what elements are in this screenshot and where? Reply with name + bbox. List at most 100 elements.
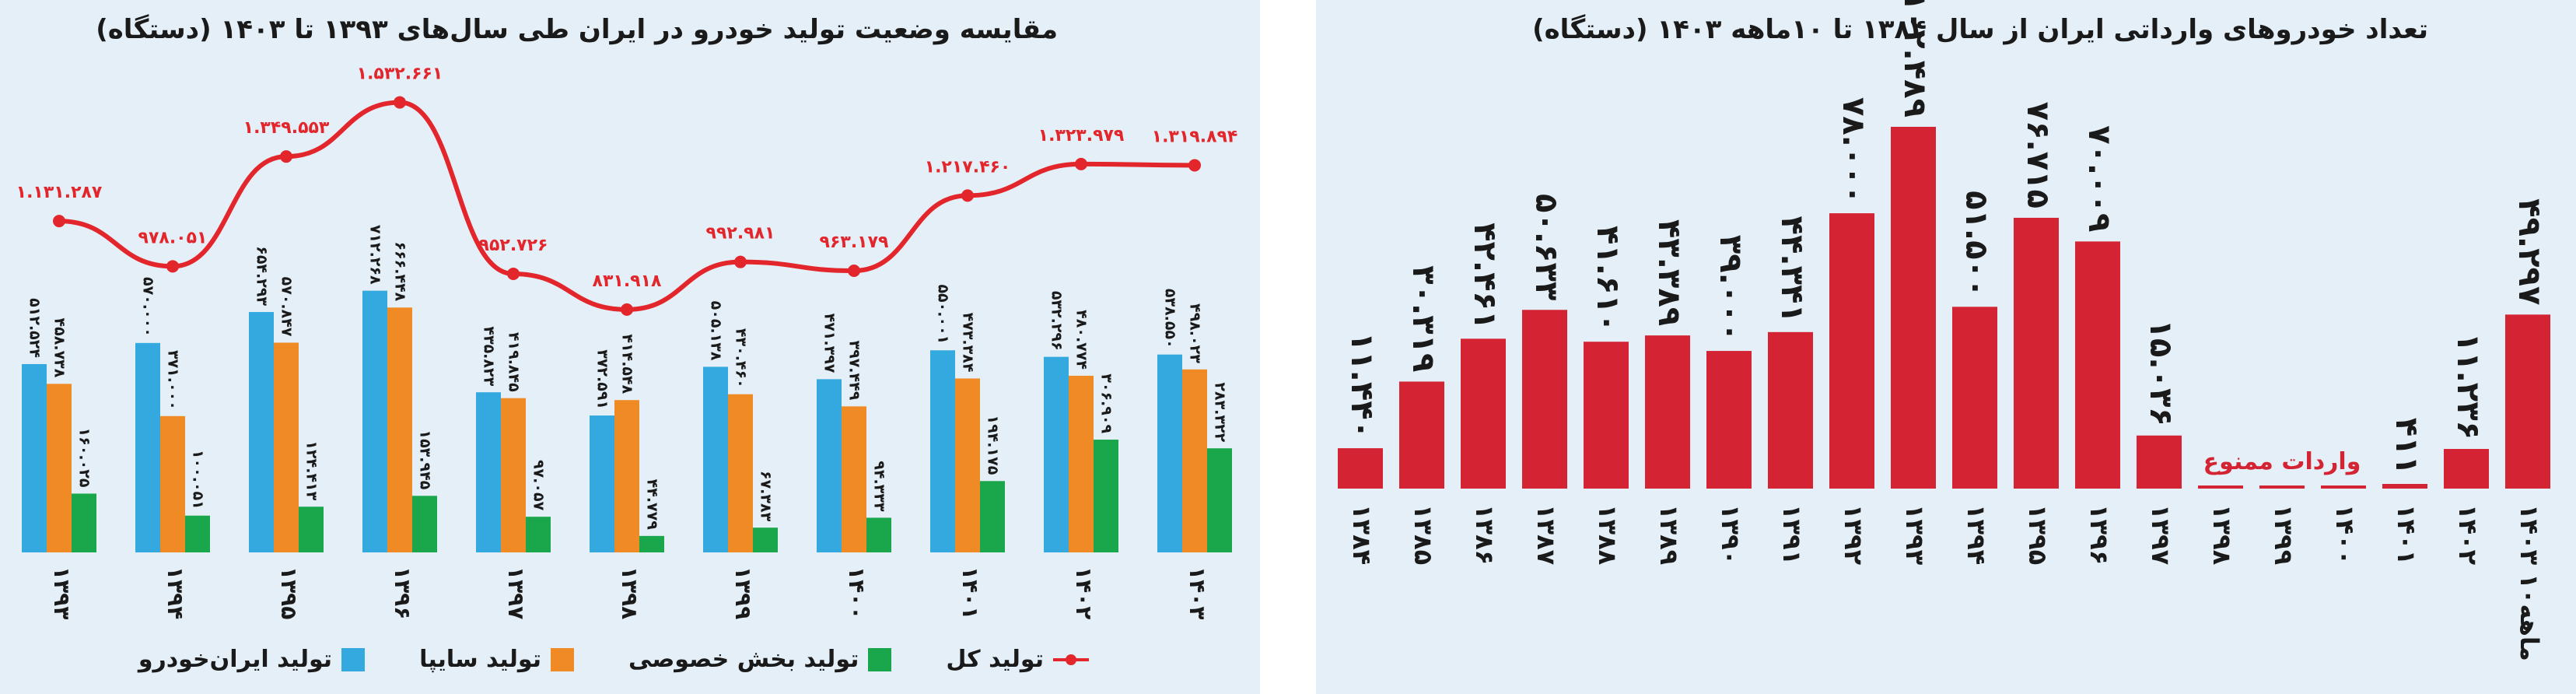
bar-private	[1094, 440, 1118, 552]
bar-iran-khodro	[930, 350, 955, 552]
label-iran-khodro: ۷۱۲.۲۶۸	[367, 225, 384, 285]
bar-private	[72, 493, 96, 552]
import-bar	[2444, 449, 2489, 489]
total-production-point	[734, 255, 747, 268]
bar-private	[526, 517, 551, 552]
label-private: ۳۰۶.۹۰۹	[1098, 373, 1115, 433]
bar-saipa	[614, 400, 639, 552]
import-value-label: ۳۰.۳۱۹	[1405, 265, 1441, 372]
import-value-label: ۱۰۲.۴۸۹	[1897, 0, 1933, 117]
legend-label-total: تولید کل	[946, 646, 1044, 673]
x-tick-label: ۱۳۹۰	[1716, 504, 1745, 565]
x-tick-label: ۱۳۹۹	[2269, 504, 2298, 565]
x-tick-label: ۱۴۰۲	[1071, 566, 1097, 619]
bar-saipa	[501, 398, 526, 552]
import-bar	[2505, 314, 2550, 489]
total-production-point	[394, 96, 406, 109]
label-private: ۱۵۳.۹۴۵	[417, 429, 434, 489]
total-production-label: ۱.۵۳۲.۶۶۱	[357, 65, 443, 84]
label-private: ۹۴.۳۳۳	[871, 461, 888, 512]
bar-saipa	[160, 415, 185, 552]
label-iran-khodro: ۵۰۵.۱۳۸	[708, 301, 725, 361]
x-tick-label: ۱۴۰۳ ۱۰ماهه	[2515, 504, 2544, 661]
label-private: ۶۷.۳۸۳	[758, 471, 775, 522]
bar-saipa	[1182, 369, 1207, 552]
left-chart-svg: ۵۱۲.۵۲۴ ۴۵۸.۷۳۸ ۱۶۰.۰۲۵ ۱۳۹۳ ۵۷۰.۰۰۰ ۳۷۱.۰۰۰ ۱…	[16, 65, 1238, 620]
import-value-label: ۷۸.۰۰۰	[1836, 97, 1871, 204]
x-tick-label: ۱۳۸۶	[1470, 504, 1500, 565]
bar-private	[753, 528, 778, 552]
left-chart-panel: مقایسه وضعیت تولید خودرو در ایران طی سال…	[0, 0, 1260, 694]
bar-private	[639, 535, 664, 552]
legend-item-saipa: تولید سایپا	[419, 646, 574, 673]
label-saipa: ۴۵۸.۷۳۸	[51, 318, 68, 378]
label-saipa: ۴۳۰.۴۶۰	[733, 328, 750, 388]
import-bar-zero	[2259, 485, 2305, 489]
x-tick-label: ۱۳۹۷	[503, 566, 529, 619]
total-production-point	[961, 189, 974, 202]
label-iran-khodro: ۴۷۱.۳۹۷	[821, 314, 838, 373]
total-production-label: ۹۷۸.۰۵۱	[138, 228, 208, 247]
import-bar-zero	[2198, 485, 2243, 489]
x-tick-label: ۱۳۹۵	[2023, 504, 2053, 565]
x-tick-label: ۱۳۸۵	[1409, 504, 1438, 565]
left-chart-title: مقایسه وضعیت تولید خودرو در ایران طی سال…	[96, 14, 1058, 45]
import-value-label: ۴۹.۲۹۷	[2511, 198, 2547, 305]
x-tick-label: ۱۳۸۹	[1654, 504, 1684, 565]
total-production-line	[58, 100, 1195, 312]
x-tick-label: ۱۳۹۹	[730, 566, 756, 619]
x-tick-label: ۱۳۹۶	[390, 566, 415, 619]
import-bar-zero	[2321, 485, 2366, 489]
x-tick-label: ۱۳۹۴	[163, 566, 188, 619]
import-value-label: ۴۳.۳۸۹	[1651, 219, 1687, 326]
label-private: ۱۲۴.۴۱۳	[303, 440, 320, 500]
total-production-label: ۹۹۲.۹۸۱	[706, 224, 775, 244]
bar-iran-khodro	[249, 312, 274, 552]
import-bar	[1461, 338, 1506, 489]
legend-label-iran-khodro: تولید ایران‌خودرو	[138, 646, 333, 673]
bar-iran-khodro	[135, 342, 160, 552]
total-production-point	[507, 267, 520, 280]
import-value-label: ۷۰.۰۰۹	[2081, 125, 2117, 232]
x-tick-label: ۱۳۹۳	[1900, 504, 1930, 566]
import-bar	[2014, 217, 2059, 489]
right-chart-panel: تعداد خودروهای وارداتی ایران از سال ۱۳۸۴…	[1316, 0, 2576, 694]
import-bar	[1829, 213, 1874, 489]
label-private: ۱۹۴.۱۷۵	[985, 415, 1002, 475]
total-production-label: ۹۵۲.۷۲۶	[479, 236, 548, 255]
bar-saipa	[728, 394, 753, 552]
bar-private	[866, 517, 891, 552]
import-value-label: ۵۱.۵۰۰	[1958, 191, 1994, 297]
label-saipa: ۴۱۹.۸۴۵	[506, 332, 523, 392]
total-production-label: ۱.۱۳۱.۲۸۷	[16, 183, 103, 202]
import-bar	[1399, 381, 1444, 489]
x-tick-label: ۱۳۸۷	[1531, 504, 1561, 566]
bar-iran-khodro	[703, 366, 728, 552]
label-iran-khodro: ۵۳۲.۲۹۶	[1048, 291, 1066, 351]
legend-swatch-iran-khodro	[341, 647, 366, 671]
legend-swatch-saipa	[550, 647, 574, 671]
import-bar	[1338, 448, 1383, 489]
legend-label-private: تولید بخش خصوصی	[628, 646, 859, 673]
label-saipa: ۵۷۰.۸۴۷	[278, 277, 296, 337]
label-private: ۱۰۰.۰۵۱	[190, 450, 207, 510]
bar-iran-khodro	[590, 415, 614, 552]
x-tick-label: ۱۴۰۳	[1185, 566, 1210, 619]
legend-item-private: تولید بخش خصوصی	[628, 646, 892, 673]
import-bar	[1584, 342, 1629, 489]
import-value-label: ۱۱.۲۳۶	[2450, 333, 2486, 440]
import-value-label: ۱۱.۴۴۰	[1344, 332, 1380, 439]
import-bar	[2382, 484, 2427, 489]
banned-imports-annotation: واردات ممنوع	[2203, 448, 2361, 475]
x-tick-label: ۱۴۰۱	[2392, 504, 2421, 565]
import-bar	[1891, 127, 1936, 489]
x-tick-label: ۱۳۹۴	[1962, 504, 1991, 565]
label-saipa: ۴۸۰.۷۷۴	[1073, 310, 1090, 370]
bar-iran-khodro	[817, 379, 842, 552]
x-tick-label: ۱۴۰۲	[2453, 504, 2483, 566]
label-saipa: ۴۱۴.۵۴۸	[619, 334, 636, 394]
import-value-label: ۳۹.۰۰۰	[1713, 235, 1748, 342]
import-bar	[2137, 435, 2182, 489]
x-tick-label: ۱۳۹۷	[2146, 504, 2175, 566]
total-production-label: ۱.۳۲۳.۹۷۹	[1038, 126, 1125, 145]
